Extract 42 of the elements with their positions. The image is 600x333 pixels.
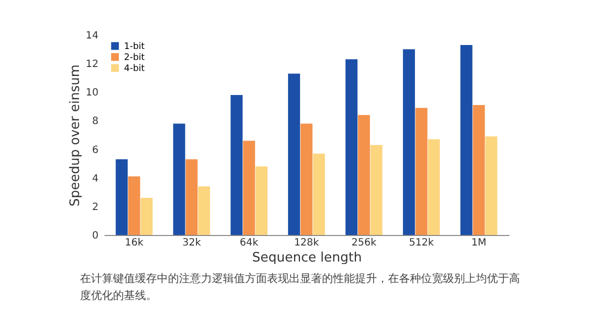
legend-label: 2-bit	[124, 53, 146, 63]
bar	[346, 59, 358, 235]
bar	[256, 166, 268, 235]
x-tick-label: 64k	[240, 238, 259, 248]
bar	[243, 140, 256, 235]
bar	[402, 49, 415, 235]
bar	[358, 115, 370, 235]
bar	[428, 139, 440, 235]
x-tick-label: 32k	[182, 238, 202, 248]
bar	[415, 108, 428, 235]
y-tick-label: 10	[86, 88, 98, 99]
text: 在计算键值缓存中的注意力逻辑值方面表现出显著的性能提升，在各种位宽级别上均优于高度优化的基线。	[80, 271, 520, 304]
bar	[230, 95, 243, 235]
y-axis-title: Speedup over einsum	[68, 64, 83, 207]
bar	[128, 176, 140, 235]
bar	[288, 74, 300, 235]
y-tick-label: 0	[92, 230, 98, 242]
bar	[370, 145, 382, 235]
bar	[186, 159, 198, 235]
x-tick-label: 128k	[294, 238, 320, 248]
legend-label: 4-bit	[124, 64, 146, 74]
y-tick-label: 6	[92, 144, 98, 156]
bar	[312, 154, 325, 235]
y-tick-label: 2	[92, 202, 98, 213]
bar	[460, 45, 472, 235]
y-tick-label: 4	[92, 173, 98, 184]
x-tick-label: 1M	[471, 238, 486, 248]
y-tick-label: 12	[86, 59, 98, 70]
bar	[472, 105, 485, 235]
bar	[300, 124, 312, 235]
x-tick-label: 16k	[124, 238, 144, 248]
bar	[173, 124, 186, 235]
x-axis-title: Sequence length	[252, 250, 362, 266]
bar	[485, 136, 498, 235]
bar	[198, 186, 210, 235]
legend-label: 1-bit	[124, 42, 146, 52]
bar	[116, 159, 128, 235]
x-tick-label: 256k	[352, 238, 377, 248]
y-tick-label: 8	[92, 116, 98, 128]
bar	[140, 198, 153, 235]
x-tick-label: 512k	[408, 238, 434, 248]
y-tick-label: 14	[86, 30, 98, 42]
